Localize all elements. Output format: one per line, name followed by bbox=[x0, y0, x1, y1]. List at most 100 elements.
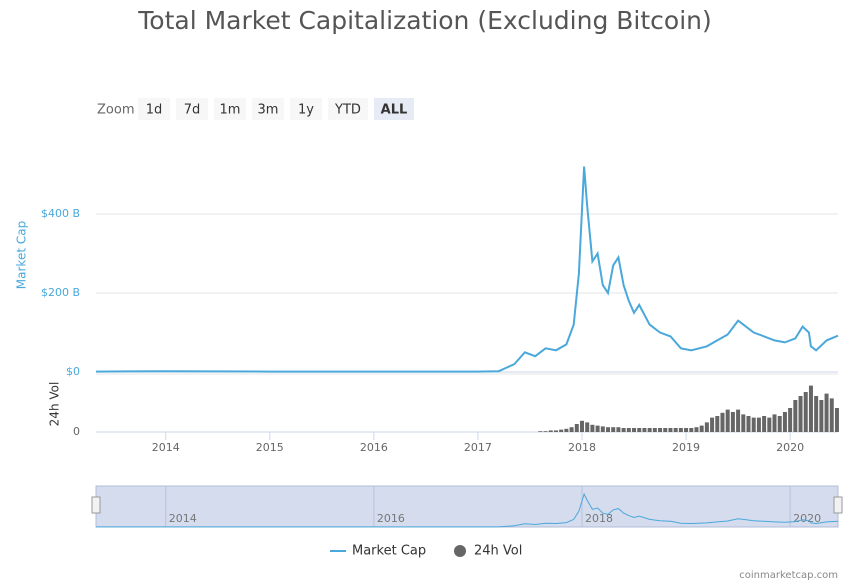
navigator-tick-label: 2014 bbox=[169, 512, 197, 525]
volume-bar bbox=[777, 416, 782, 432]
zoom-button-bg bbox=[328, 98, 368, 120]
legend-item[interactable]: Market Cap bbox=[330, 544, 426, 559]
zoom-button-bg bbox=[176, 98, 208, 120]
volume-bar bbox=[710, 417, 715, 432]
zoom-button[interactable]: YTD bbox=[328, 98, 368, 120]
volume-bar bbox=[803, 392, 808, 432]
volume-bar bbox=[725, 409, 730, 432]
volume-bar bbox=[652, 428, 657, 432]
volume-bar bbox=[767, 417, 772, 432]
volume-bar bbox=[553, 430, 558, 432]
zoom-button[interactable]: 7d bbox=[176, 98, 208, 120]
navigator-bg bbox=[95, 485, 839, 528]
volume-bar bbox=[819, 400, 824, 432]
volume-bar bbox=[704, 422, 709, 432]
volume-bar bbox=[642, 428, 647, 432]
volume-bar bbox=[715, 416, 720, 432]
volume-bar bbox=[746, 416, 751, 432]
volume-bar bbox=[694, 427, 699, 432]
volume-bar bbox=[668, 428, 673, 432]
volume-bar bbox=[751, 417, 756, 432]
legend-label: Market Cap bbox=[352, 544, 426, 559]
zoom-button[interactable]: 1y bbox=[290, 98, 322, 120]
y-tick-label: $0 bbox=[66, 365, 80, 378]
volume-bar bbox=[611, 427, 616, 432]
volume-bar bbox=[834, 408, 839, 432]
legend-label: 24h Vol bbox=[474, 544, 522, 559]
volume-bar bbox=[543, 431, 548, 432]
volume-bar bbox=[569, 427, 574, 432]
volume-bar bbox=[741, 414, 746, 432]
y2-axis-label: 24h Vol bbox=[48, 382, 62, 427]
volume-bar bbox=[762, 416, 767, 432]
zoom-button[interactable]: ALL bbox=[374, 98, 414, 120]
zoom-button[interactable]: 3m bbox=[252, 98, 284, 120]
volume-bar bbox=[632, 428, 637, 432]
zoom-button-bg bbox=[252, 98, 284, 120]
zoom-button-label: ALL bbox=[381, 103, 408, 118]
zoom-button-label: 1y bbox=[298, 103, 314, 118]
navigator-tick-label: 2018 bbox=[585, 512, 613, 525]
volume-bar bbox=[824, 393, 829, 432]
zoom-button-label: 1m bbox=[220, 103, 241, 118]
volume-bar bbox=[684, 428, 689, 432]
volume-bar bbox=[600, 426, 605, 432]
volume-bar bbox=[538, 431, 543, 432]
volume-bar bbox=[829, 398, 834, 432]
volume-bar bbox=[574, 424, 579, 432]
volume-bar bbox=[559, 429, 564, 432]
zoom-button-bg bbox=[290, 98, 322, 120]
navigator-handle[interactable] bbox=[833, 496, 843, 514]
zoom-label: Zoom bbox=[97, 103, 134, 118]
volume-bar bbox=[814, 396, 819, 432]
y-tick-label: $400 B bbox=[41, 207, 80, 220]
volume-bar bbox=[590, 424, 595, 432]
volume-bar bbox=[782, 412, 787, 432]
zoom-button-label: 1d bbox=[146, 103, 163, 118]
volume-bar bbox=[616, 427, 621, 432]
navigator-tick-label: 2020 bbox=[793, 512, 821, 525]
x-tick-label: 2015 bbox=[256, 441, 284, 454]
zoom-button-label: 3m bbox=[258, 103, 279, 118]
zoom-button[interactable]: 1d bbox=[138, 98, 170, 120]
x-tick-label: 2018 bbox=[568, 441, 596, 454]
volume-bar bbox=[678, 428, 683, 432]
legend-symbol bbox=[454, 545, 466, 557]
zoom-button[interactable]: 1m bbox=[214, 98, 246, 120]
volume-bar bbox=[595, 425, 600, 432]
volume-bar bbox=[621, 428, 626, 432]
volume-bar bbox=[647, 428, 652, 432]
x-tick-label: 2017 bbox=[464, 441, 492, 454]
chart-title: Total Market Capitalization (Excluding B… bbox=[137, 6, 712, 35]
volume-bar bbox=[626, 428, 631, 432]
volume-bar bbox=[548, 430, 553, 432]
zoom-button-label: 7d bbox=[184, 103, 201, 118]
zoom-button-bg bbox=[214, 98, 246, 120]
credit: coinmarketcap.com bbox=[739, 570, 838, 581]
volume-bar bbox=[788, 408, 793, 432]
volume-bar bbox=[579, 420, 584, 432]
volume-bar bbox=[730, 412, 735, 432]
y2-tick-label: 0 bbox=[73, 425, 80, 438]
market-cap-line bbox=[95, 166, 839, 373]
x-tick-label: 2016 bbox=[360, 441, 388, 454]
volume-bar bbox=[699, 425, 704, 432]
x-tick-label: 2014 bbox=[152, 441, 180, 454]
x-tick-label: 2019 bbox=[672, 441, 700, 454]
volume-bar bbox=[720, 412, 725, 432]
x-tick-label: 2020 bbox=[776, 441, 804, 454]
volume-bar bbox=[756, 417, 761, 432]
volume-bar bbox=[564, 428, 569, 432]
volume-bar bbox=[689, 428, 694, 432]
volume-bar bbox=[772, 414, 777, 432]
volume-bar bbox=[663, 428, 668, 432]
volume-bar bbox=[585, 422, 590, 432]
volume-bar bbox=[673, 428, 678, 432]
volume-bar bbox=[658, 428, 663, 432]
navigator-handle[interactable] bbox=[91, 496, 101, 514]
navigator-tick-label: 2016 bbox=[377, 512, 405, 525]
legend-item[interactable]: 24h Vol bbox=[454, 544, 522, 559]
volume-bar bbox=[736, 409, 741, 432]
y-axis-label: Market Cap bbox=[15, 221, 29, 289]
